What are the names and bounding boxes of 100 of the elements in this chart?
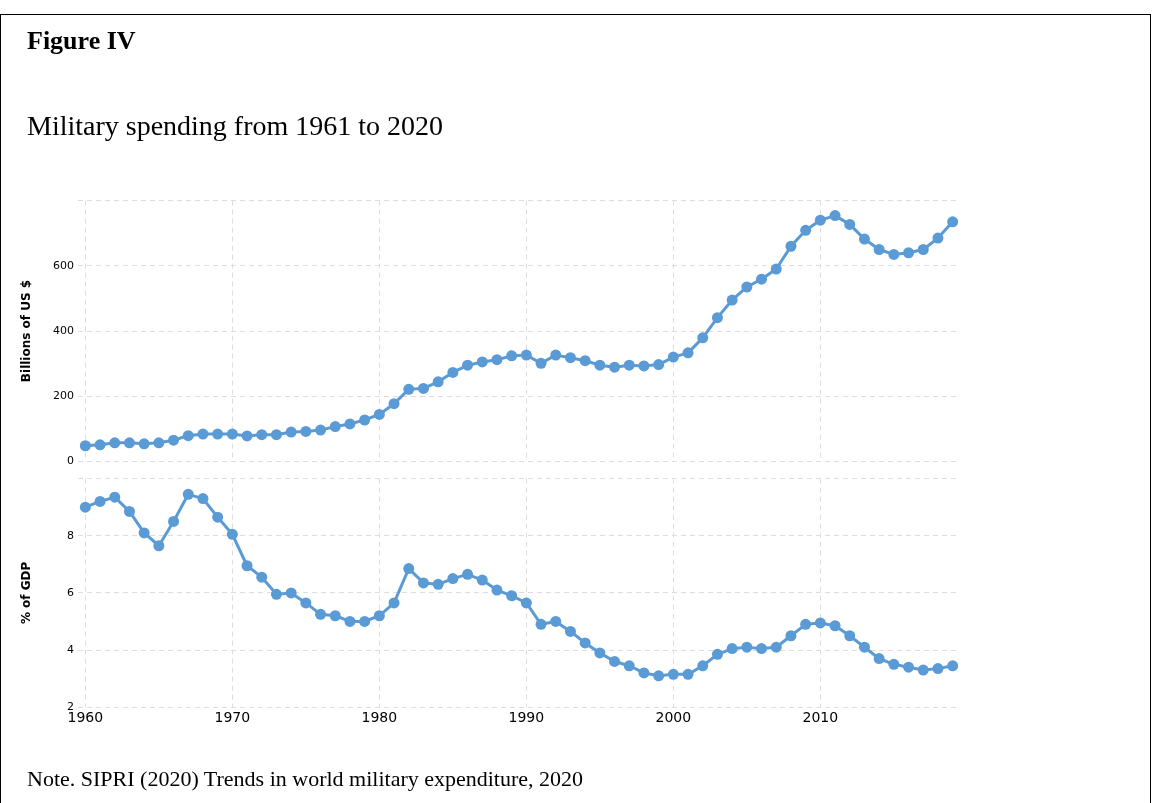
point bbox=[653, 670, 665, 682]
x-tick-label: 1970 bbox=[214, 709, 251, 726]
point bbox=[535, 357, 547, 369]
point bbox=[697, 660, 709, 672]
point bbox=[564, 352, 576, 364]
point bbox=[741, 281, 753, 293]
point bbox=[226, 528, 238, 540]
point bbox=[344, 615, 356, 627]
point bbox=[212, 511, 224, 523]
point bbox=[388, 398, 400, 410]
point bbox=[858, 641, 870, 653]
point bbox=[682, 668, 694, 680]
point bbox=[197, 493, 209, 505]
point bbox=[932, 232, 944, 244]
point bbox=[153, 437, 165, 449]
point bbox=[814, 214, 826, 226]
point bbox=[241, 560, 253, 572]
x-tick-label: 2000 bbox=[655, 709, 692, 726]
point bbox=[182, 430, 194, 442]
point bbox=[873, 244, 885, 255]
point bbox=[520, 597, 532, 609]
point bbox=[344, 418, 356, 430]
point bbox=[270, 429, 282, 441]
point bbox=[594, 647, 606, 659]
point bbox=[844, 630, 856, 642]
point bbox=[785, 630, 797, 642]
point bbox=[829, 210, 841, 222]
point bbox=[168, 515, 180, 527]
point bbox=[403, 383, 415, 395]
point bbox=[594, 359, 606, 371]
point bbox=[653, 359, 665, 371]
point bbox=[373, 408, 385, 420]
point bbox=[491, 584, 503, 596]
point bbox=[432, 578, 444, 590]
point bbox=[947, 216, 959, 228]
point bbox=[697, 332, 709, 344]
point bbox=[814, 617, 826, 629]
point bbox=[609, 361, 621, 373]
point bbox=[550, 615, 562, 627]
point bbox=[756, 273, 768, 285]
point bbox=[403, 563, 415, 575]
point bbox=[388, 597, 400, 609]
point bbox=[168, 434, 180, 446]
point bbox=[462, 359, 474, 371]
point bbox=[741, 641, 753, 653]
point bbox=[506, 350, 518, 362]
text: Note. SIPRI (2020) Trends in world military expenditure, 2020 bbox=[27, 766, 584, 792]
point bbox=[256, 571, 268, 583]
point bbox=[800, 618, 812, 630]
point bbox=[506, 590, 518, 602]
point bbox=[609, 655, 621, 667]
point bbox=[535, 618, 547, 630]
point bbox=[579, 355, 591, 367]
x-tick-label: 1960 bbox=[67, 709, 104, 726]
y-axis-title: Billions of US $ bbox=[19, 279, 34, 383]
point bbox=[800, 224, 812, 236]
point bbox=[79, 440, 91, 452]
point bbox=[903, 661, 915, 673]
point bbox=[726, 643, 738, 655]
point bbox=[550, 349, 562, 361]
point bbox=[579, 637, 591, 649]
point bbox=[888, 658, 900, 670]
point bbox=[417, 577, 429, 589]
point bbox=[226, 428, 238, 440]
point bbox=[123, 505, 135, 517]
point bbox=[462, 568, 474, 580]
point bbox=[785, 240, 797, 252]
point bbox=[241, 430, 253, 442]
point bbox=[638, 360, 650, 372]
point bbox=[417, 382, 429, 394]
y-tick-label: 6 bbox=[67, 585, 74, 599]
point bbox=[109, 491, 121, 503]
point bbox=[844, 218, 856, 230]
point bbox=[476, 356, 488, 368]
point bbox=[638, 667, 650, 679]
y-tick-label: 600 bbox=[53, 258, 74, 272]
point bbox=[285, 426, 297, 438]
point bbox=[711, 312, 723, 324]
y-axis-title: % of GDP bbox=[19, 561, 34, 625]
point bbox=[476, 574, 488, 586]
point bbox=[94, 495, 106, 507]
point bbox=[182, 488, 194, 500]
point bbox=[153, 540, 165, 552]
point bbox=[300, 425, 312, 437]
point bbox=[903, 247, 915, 259]
point bbox=[256, 429, 268, 441]
point bbox=[770, 641, 782, 653]
point bbox=[447, 573, 459, 585]
point bbox=[711, 648, 723, 660]
point bbox=[667, 351, 679, 363]
point bbox=[315, 424, 327, 436]
point bbox=[79, 501, 91, 513]
point bbox=[373, 610, 385, 622]
point bbox=[888, 248, 900, 260]
point bbox=[123, 437, 135, 449]
point bbox=[270, 588, 282, 600]
point bbox=[917, 244, 929, 255]
point bbox=[285, 587, 297, 599]
x-tick-label: 2010 bbox=[802, 709, 839, 726]
y-tick-label: 4 bbox=[67, 642, 74, 656]
